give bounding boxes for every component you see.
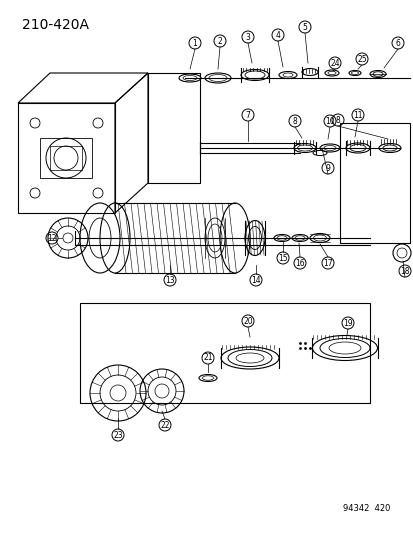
Text: 1: 1 — [192, 38, 197, 47]
Text: 25: 25 — [356, 54, 366, 63]
Text: 15: 15 — [278, 254, 287, 262]
Text: 5: 5 — [302, 22, 307, 31]
Text: 10: 10 — [324, 117, 334, 125]
Text: 12: 12 — [47, 233, 57, 243]
Text: 14: 14 — [251, 276, 260, 285]
Text: 22: 22 — [160, 421, 169, 430]
Text: 8: 8 — [292, 117, 297, 125]
Text: 8: 8 — [335, 116, 339, 125]
Text: 9: 9 — [325, 164, 330, 173]
Text: 11: 11 — [352, 110, 362, 119]
Text: 18: 18 — [399, 266, 409, 276]
Text: 21: 21 — [203, 353, 212, 362]
Text: 19: 19 — [342, 319, 352, 327]
Text: 210-420A: 210-420A — [22, 18, 89, 32]
Text: 17: 17 — [323, 259, 332, 268]
Text: 4: 4 — [275, 30, 280, 39]
Text: 23: 23 — [113, 431, 123, 440]
Text: 16: 16 — [294, 259, 304, 268]
Text: 2: 2 — [217, 36, 222, 45]
Text: 94342  420: 94342 420 — [342, 504, 389, 513]
Text: 24: 24 — [330, 59, 339, 68]
Text: 6: 6 — [394, 38, 399, 47]
Text: 7: 7 — [245, 110, 250, 119]
Bar — [50, 146, 82, 170]
Text: 3: 3 — [245, 33, 250, 42]
Text: 13: 13 — [165, 276, 174, 285]
Text: 20: 20 — [242, 317, 252, 326]
